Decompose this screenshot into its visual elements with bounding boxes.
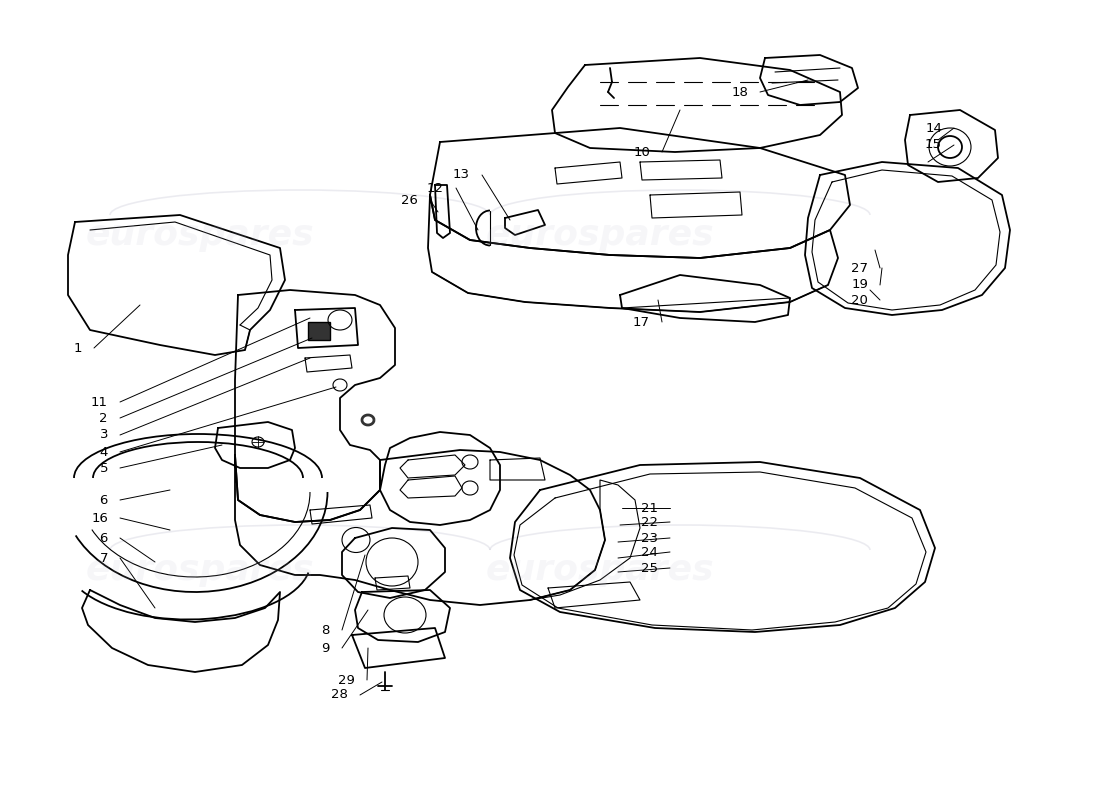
Text: 26: 26 <box>402 194 418 206</box>
Text: 25: 25 <box>641 562 658 574</box>
Text: eurospares: eurospares <box>486 218 714 252</box>
Text: 21: 21 <box>641 502 658 514</box>
Text: 23: 23 <box>641 531 658 545</box>
Text: 6: 6 <box>100 494 108 506</box>
Text: 15: 15 <box>925 138 942 151</box>
Text: 24: 24 <box>641 546 658 558</box>
Text: 14: 14 <box>925 122 942 134</box>
Text: 3: 3 <box>99 429 108 442</box>
Text: 9: 9 <box>321 642 330 654</box>
Text: 12: 12 <box>427 182 444 194</box>
Text: 20: 20 <box>851 294 868 306</box>
Text: 4: 4 <box>100 446 108 458</box>
Text: 16: 16 <box>91 511 108 525</box>
Text: 28: 28 <box>331 689 348 702</box>
Text: 18: 18 <box>732 86 748 98</box>
Text: 5: 5 <box>99 462 108 474</box>
Text: eurospares: eurospares <box>86 553 315 587</box>
Text: 17: 17 <box>632 315 650 329</box>
Text: 29: 29 <box>338 674 355 686</box>
Text: 11: 11 <box>91 395 108 409</box>
Text: 1: 1 <box>74 342 82 354</box>
Text: 7: 7 <box>99 551 108 565</box>
Text: 19: 19 <box>851 278 868 291</box>
Text: 6: 6 <box>100 531 108 545</box>
Text: eurospares: eurospares <box>86 218 315 252</box>
Text: 13: 13 <box>453 169 470 182</box>
Text: 27: 27 <box>851 262 868 274</box>
Text: eurospares: eurospares <box>486 553 714 587</box>
Text: 2: 2 <box>99 411 108 425</box>
Bar <box>308 322 330 340</box>
Text: 8: 8 <box>321 623 330 637</box>
Text: 22: 22 <box>641 515 658 529</box>
Text: 10: 10 <box>634 146 650 158</box>
